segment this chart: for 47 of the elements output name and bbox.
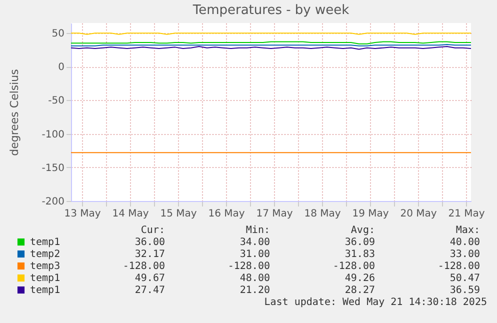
text: Min:	[246, 225, 270, 236]
legend-label: temp1	[30, 285, 60, 296]
y-tick-label: 50	[52, 28, 64, 40]
x-tick-label: 20 May	[400, 208, 437, 220]
text: 32.17	[134, 249, 165, 260]
text: Last update: Wed May 21 14:30:18 2025	[264, 297, 487, 308]
text: Avg:	[350, 225, 375, 236]
x-tick-label: 15 May	[160, 208, 197, 220]
text: 21.20	[240, 285, 270, 296]
text: 27.47	[134, 285, 165, 296]
text: 36.00	[134, 237, 165, 248]
text: 40.00	[450, 237, 480, 248]
text: -128.00	[122, 261, 165, 272]
x-tick-label: 19 May	[352, 208, 389, 220]
text: 50.47	[450, 273, 480, 284]
text: Max:	[456, 225, 480, 236]
text: 48.00	[240, 273, 270, 284]
y-tick-label: -100	[42, 129, 64, 140]
y-tick-label: 0	[58, 62, 64, 74]
legend-label: temp3	[30, 261, 60, 272]
text: 36.59	[450, 285, 480, 296]
y-tick-label: -150	[42, 162, 64, 174]
text: -128.00	[332, 261, 375, 272]
y-tick-label: -200	[42, 196, 64, 208]
text: 31.83	[344, 249, 375, 260]
legend-label: temp2	[30, 249, 60, 260]
x-tick-label: 18 May	[304, 208, 341, 220]
x-tick-label: 21 May	[448, 208, 485, 220]
text: 49.67	[134, 273, 165, 284]
text: 31.00	[240, 249, 270, 260]
y-axis-title: degrees Celsius	[8, 68, 21, 156]
text: 28.27	[344, 285, 375, 296]
legend-label: temp1	[30, 237, 60, 248]
text: 49.26	[344, 273, 375, 284]
chart-title: Temperatures - by week	[192, 3, 350, 18]
text: Cur:	[140, 225, 165, 236]
x-tick-label: 16 May	[208, 208, 245, 220]
x-tick-label: 13 May	[64, 208, 101, 220]
text: 34.00	[240, 237, 270, 248]
x-tick-label: 17 May	[256, 208, 293, 220]
x-tick-label: 14 May	[112, 208, 149, 220]
text: -128.00	[228, 261, 270, 272]
y-tick-label: -50	[48, 96, 64, 107]
text: 33.00	[450, 249, 480, 260]
text: 36.09	[344, 237, 375, 248]
text: -128.00	[438, 261, 480, 272]
legend-label: temp1	[30, 273, 60, 284]
